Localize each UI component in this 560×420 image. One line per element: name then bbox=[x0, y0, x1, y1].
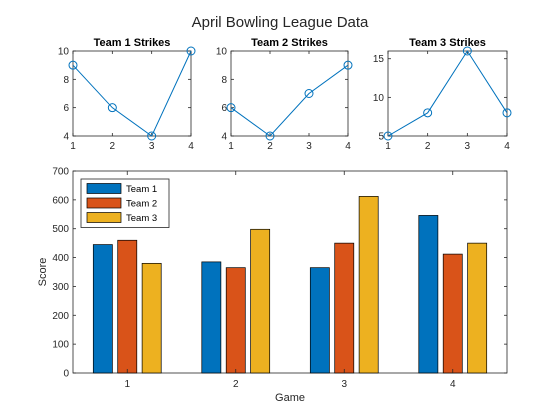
subplot-2-y-tick-label: 4 bbox=[221, 132, 227, 143]
subplot-1-series-line bbox=[72, 50, 192, 137]
subplot-1-data-point bbox=[186, 46, 196, 56]
legend-swatch-team-1 bbox=[86, 183, 122, 194]
subplot-3-y-tick-label: 10 bbox=[373, 93, 385, 104]
subplot-1-data-point bbox=[147, 131, 157, 141]
bar-team-1-game-4 bbox=[418, 215, 439, 374]
subplot-3-axes-box bbox=[387, 50, 508, 137]
bar-chart-x-axis-label: Game bbox=[275, 392, 305, 404]
bar-chart-y-tick-label: 300 bbox=[52, 282, 69, 293]
subplot-1-x-tick-label: 3 bbox=[149, 141, 155, 152]
bar-chart-x-tick-label: 4 bbox=[450, 379, 456, 390]
subplot-2-series-line bbox=[230, 64, 349, 137]
legend-label-team-3: Team 3 bbox=[126, 213, 157, 224]
subplot-1-x-tick-label: 4 bbox=[188, 141, 194, 152]
subplot-3-data-point bbox=[462, 46, 472, 56]
bar-team-1-game-2 bbox=[201, 261, 222, 374]
subplot-3-data-point bbox=[423, 108, 433, 118]
subplot-2-y-tick-label: 6 bbox=[221, 103, 227, 114]
figure-title: April Bowling League Data bbox=[192, 14, 369, 31]
legend: Team 1 Team 2 Team 3 bbox=[80, 178, 170, 228]
bar-chart-y-axis-label: Score bbox=[37, 258, 49, 287]
subplot-2-data-point bbox=[343, 60, 353, 70]
bar-team-3-game-3 bbox=[358, 196, 379, 374]
subplot-2-data-point bbox=[265, 131, 275, 141]
subplot-1-axes-box bbox=[72, 50, 192, 137]
bar-chart-y-tick-label: 100 bbox=[52, 340, 69, 351]
legend-label-team-1: Team 1 bbox=[126, 184, 157, 195]
subplot-3-title: Team 3 Strikes bbox=[409, 37, 486, 49]
subplot-3-series-line bbox=[387, 50, 508, 137]
subplot-1-data-point bbox=[68, 60, 78, 70]
legend-label-team-2: Team 2 bbox=[126, 199, 157, 210]
bar-team-2-game-2 bbox=[225, 267, 246, 374]
bar-team-2-game-3 bbox=[334, 242, 355, 374]
subplot-2-y-tick-label: 10 bbox=[216, 47, 228, 58]
subplot-2-x-tick-label: 3 bbox=[306, 141, 312, 152]
subplot-1-y-tick-label: 4 bbox=[63, 132, 69, 143]
bar-chart-x-tick-label: 1 bbox=[124, 379, 130, 390]
bar-team-1-game-1 bbox=[92, 244, 113, 374]
subplot-3-y-tick-label: 15 bbox=[373, 54, 385, 65]
bar-chart-y-tick-label: 600 bbox=[52, 195, 69, 206]
subplot-2-y-tick-label: 8 bbox=[221, 75, 227, 86]
subplot-1-title: Team 1 Strikes bbox=[94, 37, 171, 49]
subplot-1-y-tick-label: 10 bbox=[58, 47, 70, 58]
bar-chart-y-tick-label: 700 bbox=[52, 167, 69, 178]
subplot-3-x-tick-label: 1 bbox=[385, 141, 391, 152]
bar-team-3-game-4 bbox=[467, 242, 488, 374]
bar-chart-y-tick-label: 0 bbox=[63, 369, 69, 380]
subplot-2-data-point bbox=[304, 89, 314, 98]
bar-team-1-game-3 bbox=[309, 267, 330, 374]
subplot-2-title: Team 2 Strikes bbox=[251, 37, 328, 49]
subplot-1-x-tick-label: 2 bbox=[110, 141, 116, 152]
bar-chart-x-tick-label: 2 bbox=[233, 379, 239, 390]
bar-chart-y-tick-label: 200 bbox=[52, 311, 69, 322]
subplot-3-x-tick-label: 4 bbox=[504, 141, 510, 152]
subplot-2-x-tick-label: 4 bbox=[345, 141, 351, 152]
bar-chart-y-tick-label: 500 bbox=[52, 224, 69, 235]
subplot-3-data-point bbox=[383, 131, 393, 141]
subplot-2-x-tick-label: 1 bbox=[228, 141, 234, 152]
bar-team-2-game-4 bbox=[442, 253, 463, 374]
subplot-3-x-tick-label: 2 bbox=[425, 141, 431, 152]
legend-swatch-team-2 bbox=[86, 197, 122, 209]
subplot-1-y-tick-label: 6 bbox=[63, 103, 69, 114]
subplot-3-x-tick-label: 3 bbox=[465, 141, 471, 152]
subplot-1-data-point bbox=[107, 103, 117, 113]
bar-team-3-game-2 bbox=[250, 228, 271, 374]
bar-team-2-game-1 bbox=[117, 239, 138, 374]
bar-chart-y-tick-label: 400 bbox=[52, 253, 69, 264]
subplot-3-y-tick-label: 5 bbox=[378, 132, 384, 143]
legend-swatch-team-3 bbox=[86, 212, 122, 223]
subplot-2-x-tick-label: 2 bbox=[267, 141, 273, 152]
subplot-2-data-point bbox=[226, 103, 236, 113]
subplot-1-y-tick-label: 8 bbox=[63, 75, 69, 86]
subplot-3-data-point bbox=[502, 108, 512, 118]
subplot-1-x-tick-label: 1 bbox=[70, 141, 76, 152]
bar-chart-x-tick-label: 3 bbox=[341, 379, 347, 390]
subplot-2-axes-box bbox=[230, 50, 349, 137]
bar-team-3-game-1 bbox=[141, 262, 162, 374]
